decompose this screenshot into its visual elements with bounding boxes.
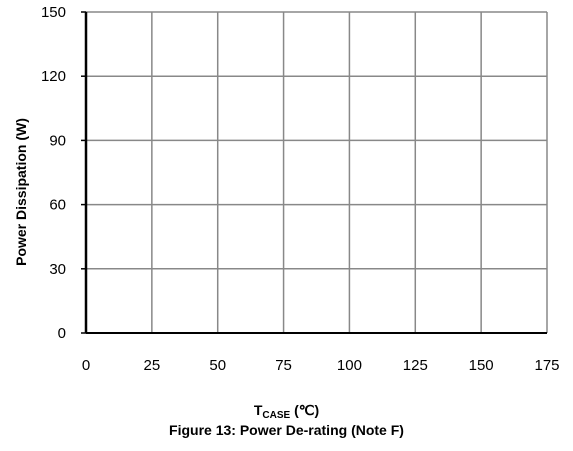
y-tick-label-120: 120: [41, 68, 66, 85]
x-tick-labels: 0 25 50 75 100 125 150 175: [82, 357, 560, 374]
x-tick-label-25: 25: [144, 357, 161, 374]
x-axis-title-sub: CASE: [262, 410, 291, 421]
figure-caption: Figure 13: Power De-rating (Note F): [169, 422, 404, 438]
x-tick-label-125: 125: [403, 357, 428, 374]
y-tick-label-0: 0: [58, 325, 66, 342]
y-tick-label-150: 150: [41, 4, 66, 21]
x-axis-title-main: T: [253, 402, 263, 418]
x-tick-label-0: 0: [82, 357, 90, 374]
x-axis-title-unit: (℃): [294, 402, 320, 418]
x-tick-label-50: 50: [209, 357, 226, 374]
x-tick-label-150: 150: [469, 357, 494, 374]
y-tick-label-30: 30: [49, 261, 66, 278]
axes: [81, 11, 547, 334]
x-tick-label-75: 75: [275, 357, 292, 374]
y-axis-title: Power Dissipation (W): [13, 118, 29, 266]
x-axis-title: TCASE (℃): [0, 402, 573, 421]
y-tick-label-60: 60: [49, 197, 66, 214]
y-tick-label-90: 90: [49, 132, 66, 149]
grid-lines: [86, 11, 548, 333]
y-tick-labels: 0 30 60 90 120 150: [41, 4, 66, 342]
x-tick-label-175: 175: [534, 357, 559, 374]
x-tick-label-100: 100: [337, 357, 362, 374]
